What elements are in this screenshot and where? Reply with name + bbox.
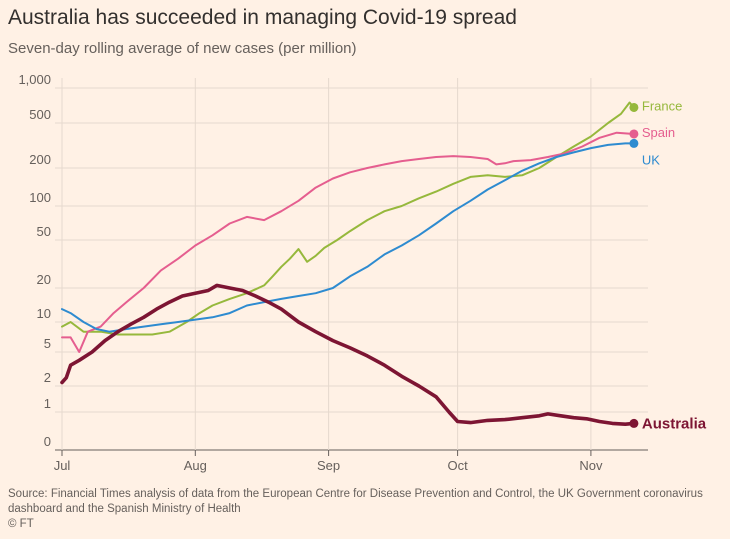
uk-end-marker <box>629 138 639 148</box>
y-tick-label: 50 <box>37 224 51 239</box>
series-lines <box>60 101 636 426</box>
chart-subtitle: Seven-day rolling average of new cases (… <box>8 40 357 57</box>
france-end-marker <box>629 102 639 112</box>
ft-credit: © FT <box>8 518 34 530</box>
y-tick-label: 500 <box>29 107 51 122</box>
x-tick-label: Oct <box>447 458 468 473</box>
x-tick-label: Nov <box>579 458 603 473</box>
x-tick-label: Aug <box>184 458 207 473</box>
y-axis: 0 1 2 5 10 20 50 100 200 500 1,000 <box>18 72 51 449</box>
spain-end-marker <box>629 129 639 139</box>
y-tick-label: 1,000 <box>18 72 51 87</box>
y-tick-label: 2 <box>44 370 51 385</box>
spain-line <box>61 131 635 353</box>
y-tick-label: 10 <box>37 306 51 321</box>
y-tick-label: 100 <box>29 190 51 205</box>
chart-title: Australia has succeeded in managing Covi… <box>8 6 517 29</box>
uk-label: UK <box>642 152 660 167</box>
y-tick-label: 5 <box>44 336 51 351</box>
australia-line <box>60 283 636 426</box>
x-axis: Jul Aug Sep Oct Nov <box>54 450 603 473</box>
y-tick-label: 20 <box>37 272 51 287</box>
australia-label: Australia <box>642 415 707 432</box>
series-labels: France Spain UK Australia <box>629 98 707 432</box>
source-note: Source: Financial Times analysis of data… <box>8 488 703 515</box>
y-tick-label: 1 <box>44 396 51 411</box>
gridlines <box>55 78 648 451</box>
uk-line <box>61 142 635 333</box>
spain-label: Spain <box>642 125 675 140</box>
france-line <box>61 101 635 336</box>
y-tick-label: 200 <box>29 152 51 167</box>
y-tick-label: 0 <box>44 434 51 449</box>
x-tick-label: Jul <box>54 458 71 473</box>
australia-end-marker <box>629 418 639 428</box>
x-tick-label: Sep <box>317 458 340 473</box>
france-label: France <box>642 98 682 113</box>
